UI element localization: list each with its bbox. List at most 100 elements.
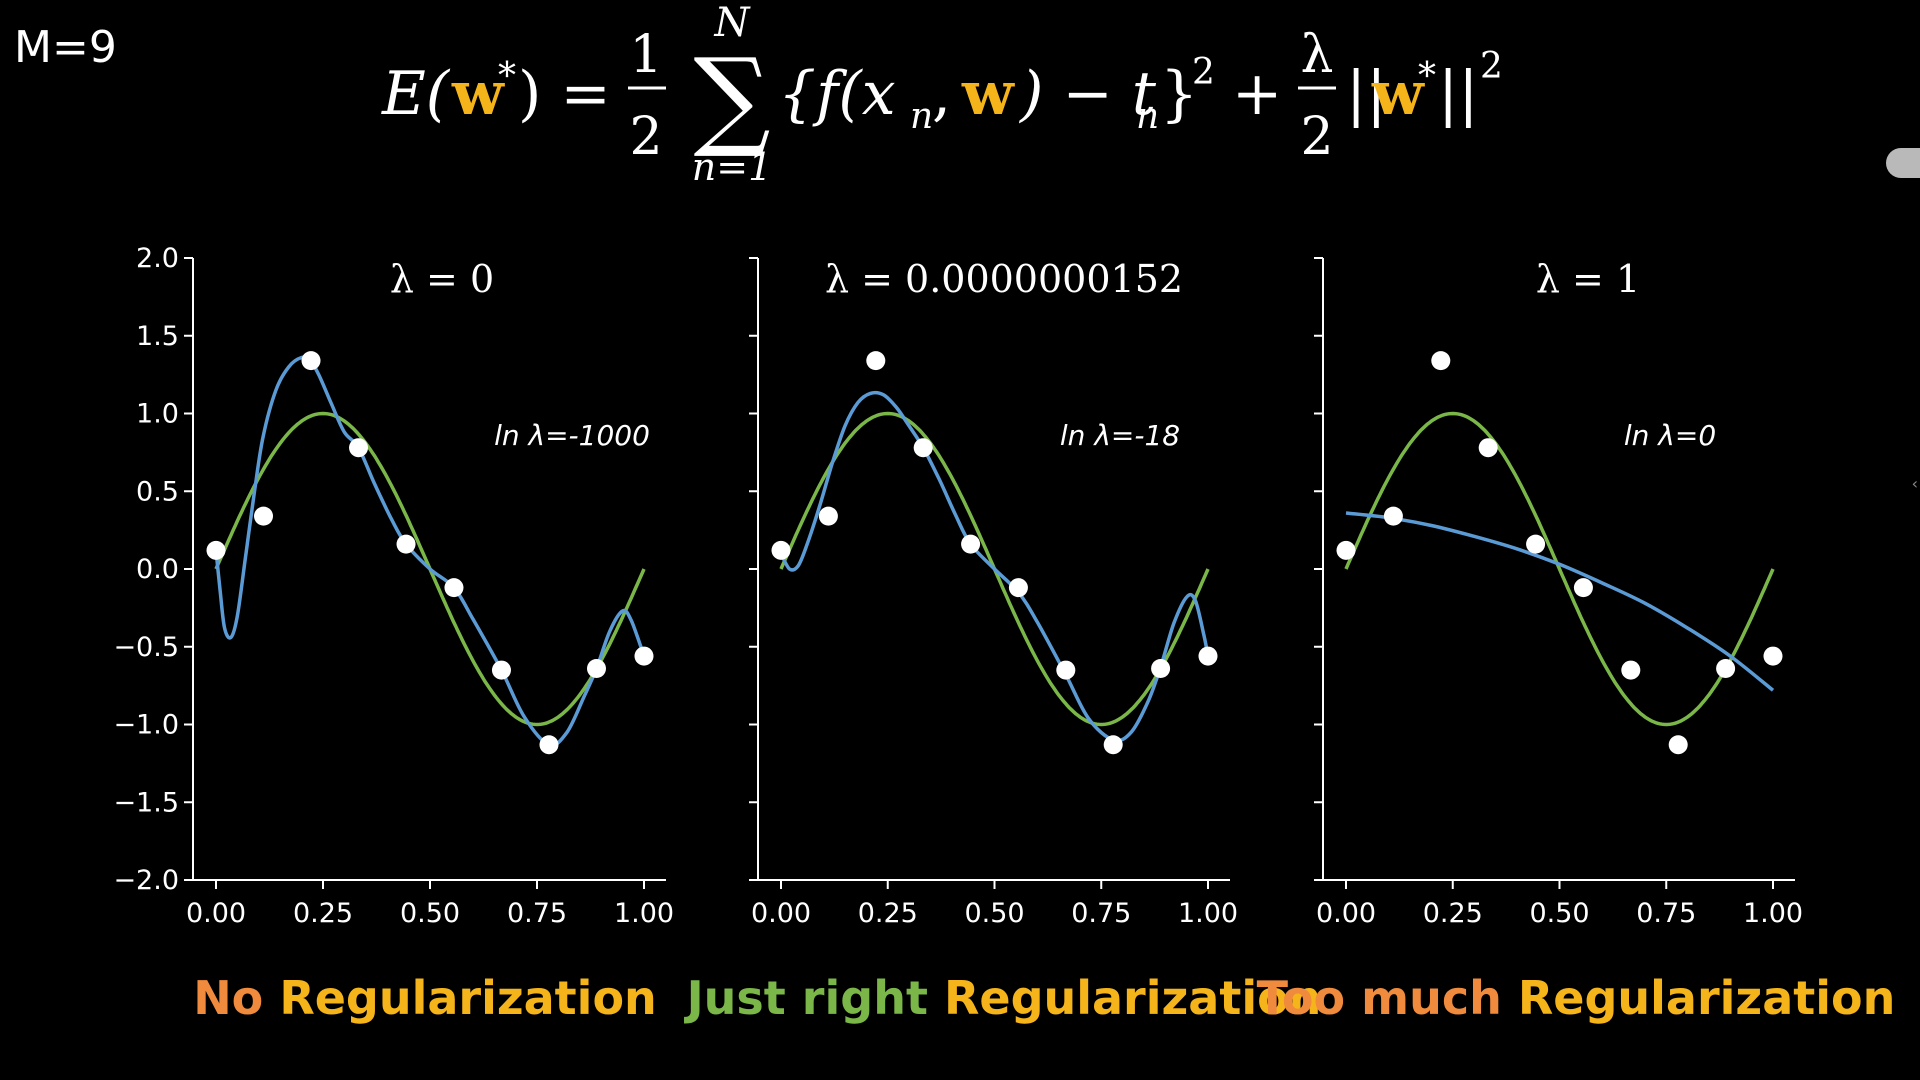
ln-lambda-label: ln λ=0 (1624, 419, 1716, 452)
x-tick-label: 0.25 (1423, 898, 1483, 929)
x-tick-label: 1.00 (1178, 898, 1238, 929)
data-point (444, 578, 464, 598)
y-tick-label: −0.5 (113, 632, 179, 663)
data-point (1103, 735, 1123, 755)
y-tick-label: −2.0 (113, 865, 179, 896)
data-point (206, 540, 226, 560)
eq-body-w: w (961, 59, 1015, 129)
ln-lambda-label: ln λ=-1000 (494, 419, 650, 452)
data-point (1668, 735, 1688, 755)
data-point (491, 660, 511, 680)
side-panel-tab[interactable] (1886, 148, 1920, 178)
eq-lhs-E: E( (381, 59, 451, 129)
x-tick-label: 0.75 (507, 898, 567, 929)
data-point (1198, 646, 1218, 666)
eq-norm-star: * (1418, 56, 1436, 97)
panel-title: λ = 1 (1536, 257, 1640, 301)
eq-lhs-w: w (451, 59, 505, 129)
caption-prefix: Just right (684, 971, 944, 1025)
x-tick-label: 0.75 (1071, 898, 1131, 929)
x-tick-label: 0.25 (293, 898, 353, 929)
true-sine-curve (1344, 411, 1775, 727)
panel-title: λ = 0 (390, 257, 494, 301)
chart-panel-2: 0.00 0.25 0.50 0.75 1.00 λ = 0.0000000152 ln λ… (684, 257, 1322, 1025)
data-point (771, 540, 791, 560)
data-point (1526, 534, 1546, 554)
data-point (1716, 659, 1736, 679)
data-point (1056, 660, 1076, 680)
panel-caption: No Regularization (193, 971, 657, 1025)
x-tick-label: 0.25 (858, 898, 918, 929)
caption-prefix: Too much (1257, 971, 1518, 1025)
x-tick-label: 0.00 (186, 898, 246, 929)
eq-body-n: n (910, 96, 933, 137)
data-point (1008, 578, 1028, 598)
x-tick-label: 0.50 (964, 898, 1024, 929)
eq-sum-bottom: n=1 (692, 145, 773, 189)
y-tick-label: −1.0 (113, 710, 179, 741)
y-tick-label: 1.0 (136, 399, 179, 430)
ln-lambda-label: ln λ=-18 (1060, 419, 1180, 452)
x-tick-label: 0.00 (1316, 898, 1376, 929)
panel-title: λ = 0.0000000152 (825, 257, 1183, 301)
data-point (1763, 646, 1783, 666)
y-tick-label: 1.5 (136, 321, 179, 352)
data-point (1383, 506, 1403, 526)
chevron-left-icon[interactable]: ‹ (1911, 474, 1918, 493)
x-tick-label: 1.00 (1743, 898, 1803, 929)
eq-norm-w: w (1371, 59, 1425, 129)
data-point (1151, 659, 1171, 679)
data-point (1621, 660, 1641, 680)
eq-body-rest: ) − t (1018, 59, 1157, 129)
x-tick-label: 1.00 (614, 898, 674, 929)
regularized-error-equation: E( w * ) = 1 2 N ∑ n=1 {f(x n , w ) − t … (381, 0, 1503, 189)
chart-panel-1: 2.0 1.5 1.0 0.5 0.0 −0.5 −1.0 −1.5 −2.00.00 0.25 0… (113, 243, 674, 1025)
eq-lhs-star: * (498, 56, 516, 97)
data-point (349, 438, 369, 458)
data-point (1573, 578, 1593, 598)
data-point (396, 534, 416, 554)
eq-half-den: 2 (629, 107, 662, 167)
y-tick-label: 2.0 (136, 243, 179, 274)
y-tick-label: 0.0 (136, 554, 179, 585)
x-tick-label: 0.50 (1529, 898, 1589, 929)
eq-norm-close: || (1438, 59, 1478, 129)
eq-sum-top: N (714, 0, 752, 46)
eq-body-sq: 2 (1192, 52, 1215, 93)
eq-norm-sq: 2 (1480, 46, 1503, 87)
data-point (818, 506, 838, 526)
eq-lam-num: λ (1301, 25, 1334, 85)
panel-caption: Too much Regularization (1257, 971, 1896, 1025)
caption-suffix: Regularization (944, 971, 1321, 1025)
data-point (301, 351, 321, 371)
caption-suffix: Regularization (279, 971, 656, 1025)
data-point (586, 659, 606, 679)
chart-panel-3: 0.00 0.25 0.50 0.75 1.00 λ = 1 ln λ=0 Too much … (1257, 257, 1896, 1025)
data-point (539, 735, 559, 755)
data-point (1336, 540, 1356, 560)
data-point (634, 646, 654, 666)
y-tick-label: 0.5 (136, 476, 179, 507)
data-point (1431, 351, 1451, 371)
eq-sum-sign: ∑ (693, 36, 770, 161)
data-point (961, 534, 981, 554)
x-tick-label: 0.00 (751, 898, 811, 929)
eq-half-num: 1 (629, 25, 662, 85)
data-point (1478, 438, 1498, 458)
fitted-polynomial-curve (214, 355, 646, 747)
data-point (913, 438, 933, 458)
chart-panels: 2.01.51.00.50.0−0.5−1.0−1.5−2.00.00 0.25 0… (113, 243, 1895, 1025)
x-tick-label: 0.50 (400, 898, 460, 929)
panel-caption: Just right Regularization (684, 971, 1322, 1025)
caption-prefix: No (193, 971, 279, 1025)
eq-lhs-close: ) = (518, 59, 611, 129)
eq-plus: + (1232, 59, 1282, 129)
eq-body-tn: n (1136, 96, 1159, 137)
eq-norm-open: || (1346, 59, 1386, 129)
eq-body-comma: , (932, 59, 951, 129)
model-order-label: M=9 (14, 22, 117, 73)
caption-suffix: Regularization (1518, 971, 1895, 1025)
data-point (254, 506, 274, 526)
y-tick-label: −1.5 (113, 787, 179, 818)
eq-body-open: {f(x (778, 59, 896, 129)
